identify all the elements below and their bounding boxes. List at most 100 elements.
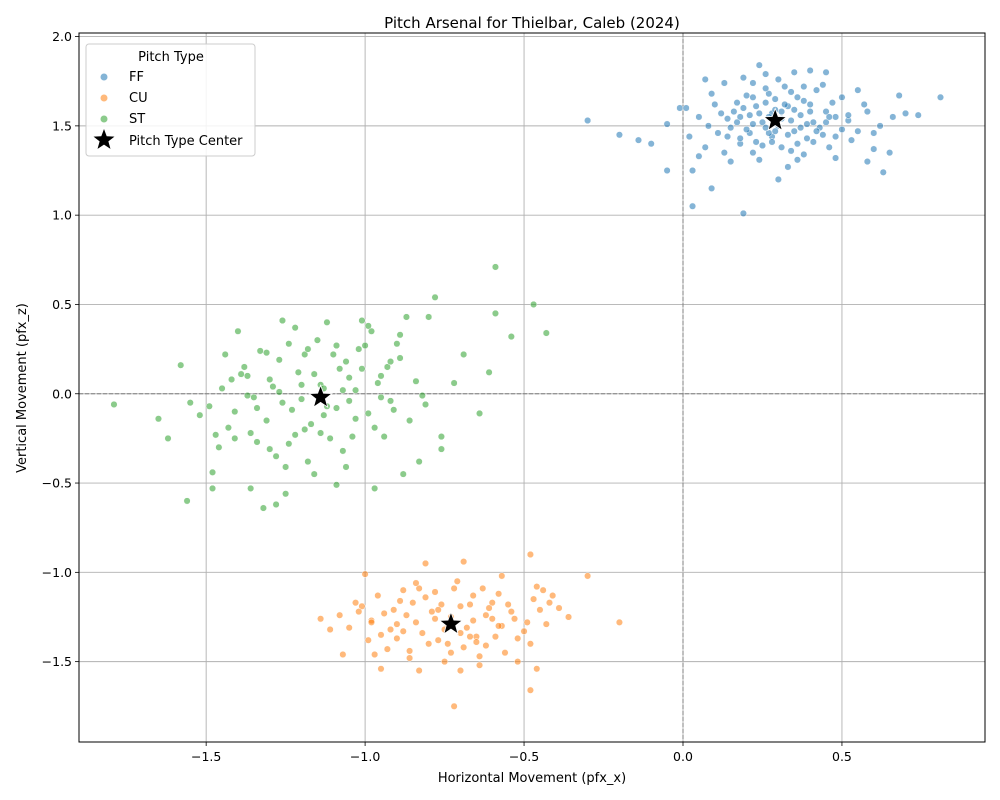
cu-pitch-point [377, 631, 385, 639]
st-pitch-point [317, 429, 325, 437]
st-pitch-point [247, 429, 255, 437]
cu-pitch-point [412, 618, 420, 626]
st-pitch-point [393, 340, 401, 348]
cu-pitch-point [441, 658, 449, 666]
cu-pitch-point [345, 624, 353, 632]
st-pitch-point [542, 329, 550, 337]
ff-pitch-point [739, 104, 747, 112]
ff-pitch-point [809, 138, 817, 146]
y-axis-ticks: −1.5 −1.0 −0.5 0.0 0.5 1.0 1.5 2.0 [42, 29, 79, 669]
st-pitch-point [355, 345, 363, 353]
ff-pitch-point [854, 127, 862, 135]
st-pitch-point [282, 463, 290, 471]
series-ff [584, 61, 945, 217]
st-pitch-point [294, 368, 302, 376]
series-st [110, 263, 550, 512]
cu-pitch-point [533, 665, 541, 673]
st-pitch-point [348, 433, 356, 441]
st-pitch-point [259, 504, 267, 512]
ff-pitch-point [663, 166, 671, 175]
ff-pitch-point [778, 143, 786, 151]
cu-pitch-point [431, 588, 439, 596]
cu-pitch-point [380, 609, 388, 617]
cu-pitch-point [399, 627, 407, 635]
ff-pitch-point [819, 131, 827, 139]
cu-pitch-point [406, 654, 414, 662]
ff-pitch-point [812, 127, 821, 135]
ff-pitch-point [822, 118, 830, 126]
st-pitch-point [377, 393, 385, 401]
st-pitch-point [396, 331, 404, 339]
st-pitch-point [304, 458, 312, 466]
cu-pitch-point [460, 643, 468, 651]
cu-pitch-point [501, 649, 509, 657]
cu-pitch-point [495, 590, 503, 598]
st-pitch-point [386, 397, 395, 405]
ff-pitch-point [793, 156, 801, 164]
cu-pitch-point [469, 617, 477, 625]
legend-label-ff: FF [129, 70, 144, 85]
st-pitch-point [332, 481, 341, 489]
legend-star-icon [93, 129, 115, 149]
y-tick-label: 1.0 [52, 208, 72, 223]
cu-pitch-point [526, 640, 534, 648]
ff-pitch-point [727, 124, 735, 132]
cu-pitch-point [383, 645, 391, 653]
cu-pitch-point [453, 577, 461, 585]
x-axis-label: Horizontal Movement (pfx_x) [438, 771, 626, 786]
cu-pitch-point [466, 600, 474, 609]
cu-pitch-point [336, 611, 344, 619]
cu-pitch-point [482, 611, 490, 619]
cu-pitch-point [415, 584, 423, 592]
st-pitch-point [530, 300, 538, 309]
ff-pitch-point [870, 129, 878, 137]
cu-pitch-point [352, 599, 360, 607]
legend-title: Pitch Type [138, 50, 204, 65]
x-tick-label: 0.5 [832, 749, 852, 764]
ff-pitch-point [736, 113, 744, 121]
cu-pitch-point [386, 625, 395, 634]
legend-box [85, 43, 256, 157]
cu-pitch-point [584, 572, 592, 580]
st-pitch-point [208, 484, 217, 492]
ff-pitch-point [901, 109, 910, 117]
st-pitch-point [301, 425, 309, 434]
st-pitch-point [196, 411, 204, 419]
ff-pitch-point [749, 79, 757, 87]
ff-pitch-point [717, 109, 725, 117]
st-pitch-point [224, 424, 232, 432]
ff-pitch-point [682, 104, 690, 112]
st-pitch-point [412, 377, 420, 385]
ff-pitch-point [781, 100, 789, 108]
st-pitch-point [164, 434, 172, 442]
ff-pitch-point [739, 209, 747, 217]
cu-pitch-point [364, 636, 372, 644]
st-pitch-point [406, 416, 414, 425]
ff-pitch-point [895, 91, 903, 100]
st-pitch-point [374, 379, 382, 387]
st-pitch-point [431, 293, 439, 301]
st-pitch-point [291, 431, 299, 439]
ff-pitch-point [774, 75, 782, 83]
ff-pitch-point [809, 118, 817, 126]
ff-pitch-point [743, 125, 751, 133]
cu-pitch-point [456, 667, 465, 675]
cu-pitch-point [495, 622, 503, 630]
cu-pitch-point [539, 586, 547, 594]
ff-pitch-point [793, 93, 801, 101]
cu-pitch-point [431, 615, 439, 623]
cu-pitch-point [434, 606, 442, 614]
st-pitch-point [250, 393, 258, 401]
st-pitch-point [186, 399, 194, 407]
y-tick-label: 0.5 [52, 297, 72, 312]
cu-pitch-point [393, 620, 401, 628]
st-pitch-point [418, 391, 426, 400]
st-pitch-point [301, 350, 309, 359]
y-axis-label: Vertical Movement (pfx_z) [15, 303, 30, 473]
legend-label-center: Pitch Type Center [129, 134, 243, 149]
ff-pitch-point [825, 113, 833, 121]
cu-pitch-point [415, 667, 423, 675]
st-pitch-point [304, 345, 312, 353]
legend-marker-st [100, 115, 108, 123]
legend-marker-ff [100, 73, 108, 81]
